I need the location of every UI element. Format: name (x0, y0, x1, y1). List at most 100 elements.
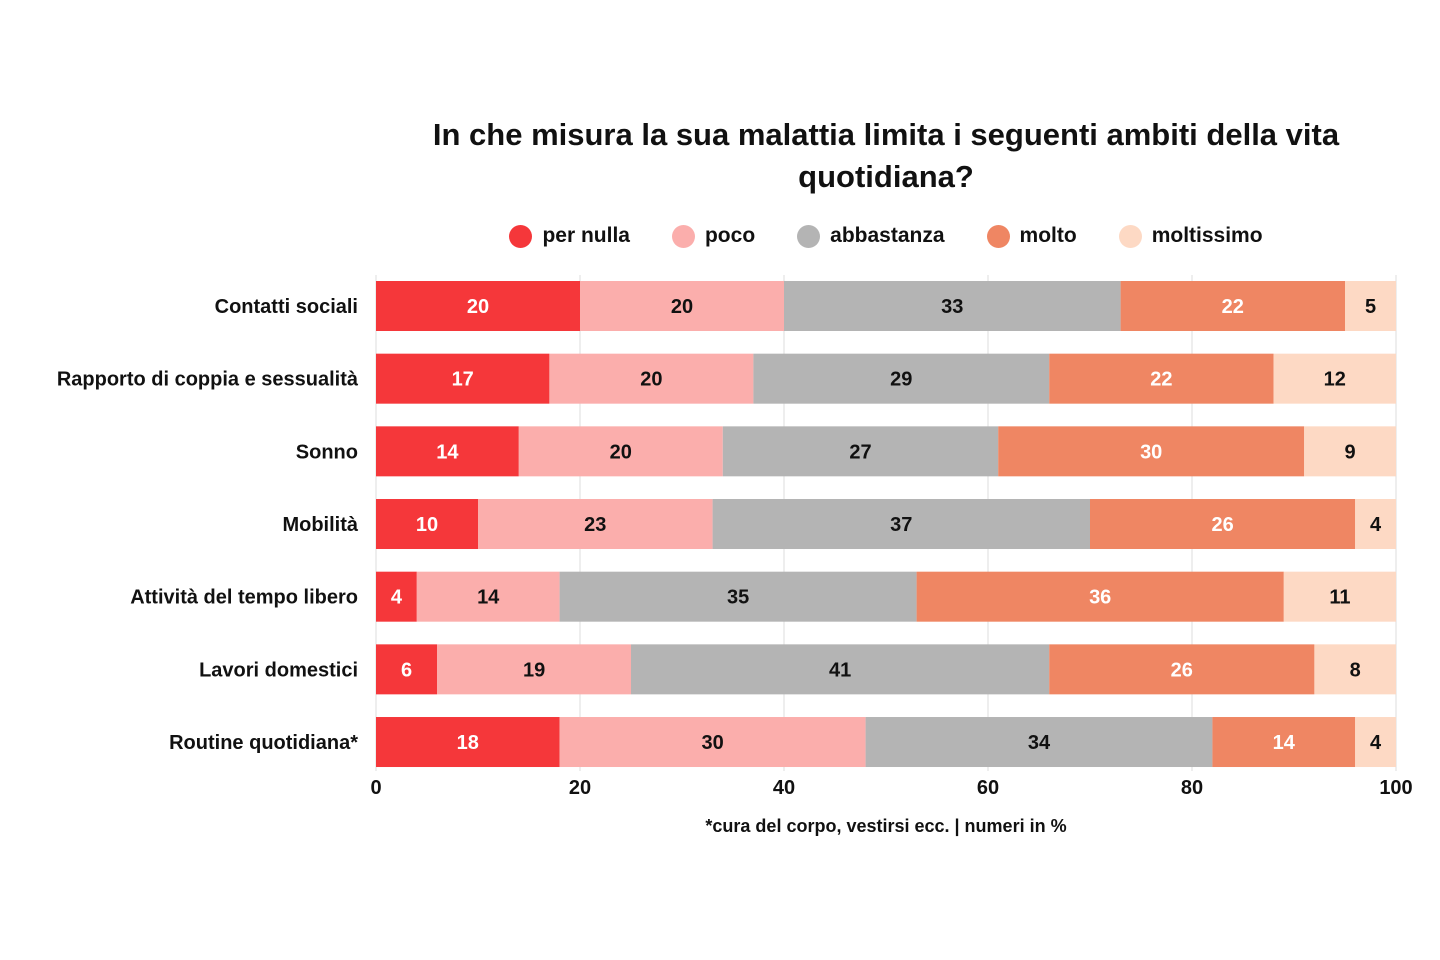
bar-segment (1090, 499, 1356, 550)
legend-swatch (1118, 224, 1142, 248)
legend-swatch (509, 224, 533, 248)
bar-segment (376, 499, 478, 550)
data-label: 12 (1324, 369, 1346, 391)
data-label: 27 (849, 441, 871, 463)
legend-label: abbastanza (830, 224, 945, 247)
data-label: 26 (1211, 514, 1233, 536)
bar-segment (1355, 499, 1396, 550)
bar-segment (559, 571, 917, 622)
x-tick-label: 100 (1379, 777, 1412, 799)
bar-segment (518, 426, 723, 477)
bar-segment (712, 499, 1090, 550)
bar-segment (1212, 717, 1356, 768)
legend-item-moltissimo: moltissimo (1118, 224, 1263, 248)
data-label: 23 (584, 514, 606, 536)
category-label: Mobilità (282, 514, 358, 536)
data-label: 6 (401, 659, 412, 681)
data-label: 14 (436, 441, 459, 463)
bar-segment (1049, 353, 1274, 404)
data-label: 4 (1370, 514, 1382, 536)
bar-segment (1273, 353, 1396, 404)
x-tick-label: 20 (569, 777, 591, 799)
bar-segment (784, 281, 1121, 331)
data-label: 37 (890, 514, 912, 536)
data-label: 30 (701, 732, 723, 754)
bar-segment (865, 717, 1213, 768)
data-label: 36 (1089, 587, 1111, 609)
legend-swatch (986, 224, 1010, 248)
bar-segment (376, 644, 438, 695)
chart-title: In che misura la sua malattia limita i s… (432, 117, 1340, 194)
bar-segment (1283, 571, 1396, 622)
x-tick-label: 80 (1181, 777, 1203, 799)
data-label: 26 (1171, 659, 1193, 681)
category-label: Routine quotidiana* (169, 732, 358, 754)
bar-segment (376, 571, 417, 622)
data-label: 22 (1150, 369, 1172, 391)
data-label: 17 (452, 369, 474, 391)
bar-segment (376, 353, 550, 404)
chart-footnote: *cura del corpo, vestirsi ecc. | numeri … (705, 816, 1067, 836)
data-label: 5 (1365, 296, 1376, 318)
bar-segment (998, 426, 1305, 477)
data-label: 30 (1140, 441, 1162, 463)
category-label: Contatti sociali (215, 296, 358, 318)
data-label: 33 (941, 296, 963, 318)
bar-segment (478, 499, 713, 550)
legend-item-abbastanza: abbastanza (797, 224, 945, 248)
bar-segment (631, 644, 1050, 695)
bar-segment (1049, 644, 1315, 695)
legend-item-molto: molto (986, 224, 1077, 248)
data-label: 20 (671, 296, 693, 318)
data-label: 18 (457, 732, 479, 754)
bar-segment (549, 353, 754, 404)
chart-legend: per nulla poco abbastanza molto moltissi… (376, 224, 1396, 248)
legend-swatch (671, 224, 695, 248)
bar-segment (753, 353, 1050, 404)
data-label: 22 (1222, 296, 1244, 318)
bar-segment (916, 571, 1284, 622)
category-label: Lavori domestici (199, 659, 358, 681)
category-label: Attività del tempo libero (130, 587, 358, 609)
x-tick-label: 60 (977, 777, 999, 799)
bar-segment (722, 426, 999, 477)
data-label: 4 (391, 587, 403, 609)
data-label: 29 (890, 369, 912, 391)
data-label: 20 (610, 441, 632, 463)
bar-segment (1355, 717, 1396, 768)
data-label: 19 (523, 659, 545, 681)
bar-segment (1314, 644, 1396, 695)
data-label: 9 (1345, 441, 1356, 463)
data-label: 34 (1028, 732, 1051, 754)
data-label: 14 (1273, 732, 1296, 754)
bar-segment (376, 281, 580, 331)
data-label: 20 (640, 369, 662, 391)
legend-label: poco (704, 224, 756, 247)
x-tick-label: 40 (773, 777, 795, 799)
x-tick-label: 0 (370, 777, 381, 799)
data-label: 10 (416, 514, 438, 536)
data-label: 4 (1370, 732, 1382, 754)
bar-segment (1120, 281, 1345, 331)
category-label: Sonno (296, 441, 358, 463)
data-label: 35 (727, 587, 749, 609)
bar-segment (376, 717, 560, 768)
data-label: 20 (467, 296, 489, 318)
data-label: 41 (829, 659, 851, 681)
bar-segment (437, 644, 631, 695)
bar-segment (559, 717, 866, 768)
data-label: 8 (1350, 659, 1361, 681)
bar-segment (376, 426, 519, 477)
bar-segment (580, 281, 784, 331)
category-label: Rapporto di coppia e sessualità (57, 369, 359, 391)
legend-label: per nulla (542, 224, 630, 247)
data-label: 14 (477, 587, 500, 609)
bar-segment (1304, 426, 1396, 477)
data-label: 11 (1329, 587, 1350, 609)
legend-label: moltissimo (1151, 224, 1263, 247)
legend-swatch (797, 224, 821, 248)
legend-item-per-nulla: per nulla (509, 224, 630, 248)
legend-label: molto (1019, 224, 1077, 247)
